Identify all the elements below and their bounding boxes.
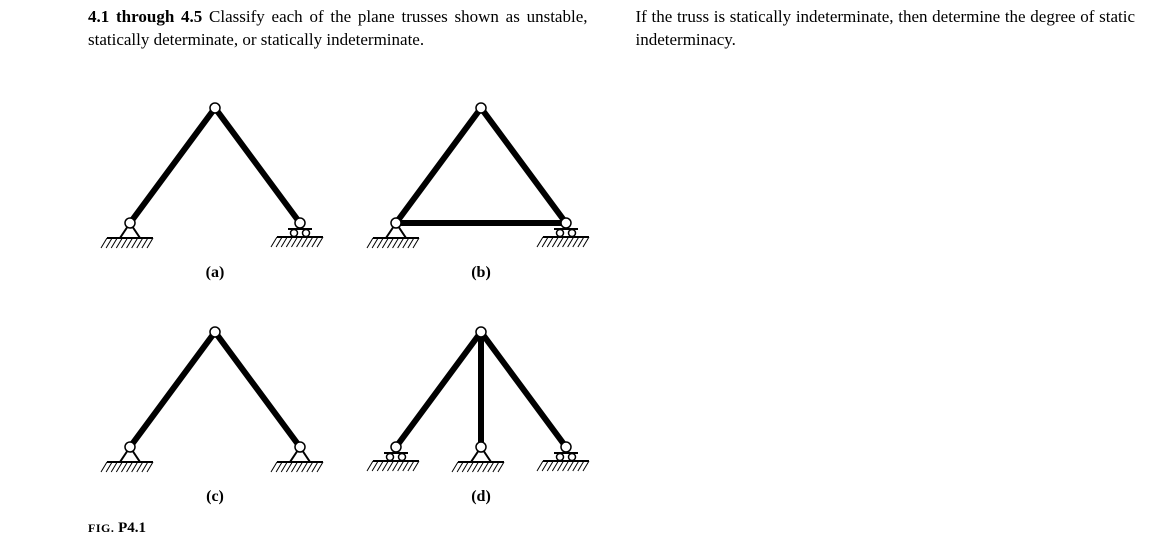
subfigure-d: (d) bbox=[354, 312, 608, 506]
problem-range: 4.1 through 4.5 bbox=[88, 7, 202, 26]
subfigure-label-a: (a) bbox=[206, 264, 225, 282]
subfigure-label-c: (c) bbox=[206, 488, 224, 506]
problem-text-right: If the truss is statically indeterminate… bbox=[636, 7, 1136, 49]
figure-grid: (a) (b) (c) (d) bbox=[88, 88, 608, 506]
truss-a bbox=[100, 88, 330, 258]
subfigure-a: (a) bbox=[88, 88, 342, 282]
left-column: 4.1 through 4.5 Classify each of the pla… bbox=[88, 6, 588, 52]
subfigure-b: (b) bbox=[354, 88, 608, 282]
problem-statement: 4.1 through 4.5 Classify each of the pla… bbox=[88, 6, 1135, 52]
subfigure-label-d: (d) bbox=[471, 488, 491, 506]
figure-caption-lead: FIG. bbox=[88, 521, 114, 535]
truss-b bbox=[366, 88, 596, 258]
right-column: If the truss is statically indeterminate… bbox=[636, 6, 1136, 52]
page: 4.1 through 4.5 Classify each of the pla… bbox=[0, 0, 1175, 543]
figure-caption: FIG. P4.1 bbox=[88, 520, 608, 537]
figure-caption-number: P4.1 bbox=[114, 520, 146, 536]
subfigure-c: (c) bbox=[88, 312, 342, 506]
truss-d bbox=[366, 312, 596, 482]
subfigure-label-b: (b) bbox=[471, 264, 491, 282]
figure-p4-1: (a) (b) (c) (d) FIG. P4.1 bbox=[88, 88, 608, 537]
truss-c bbox=[100, 312, 330, 482]
